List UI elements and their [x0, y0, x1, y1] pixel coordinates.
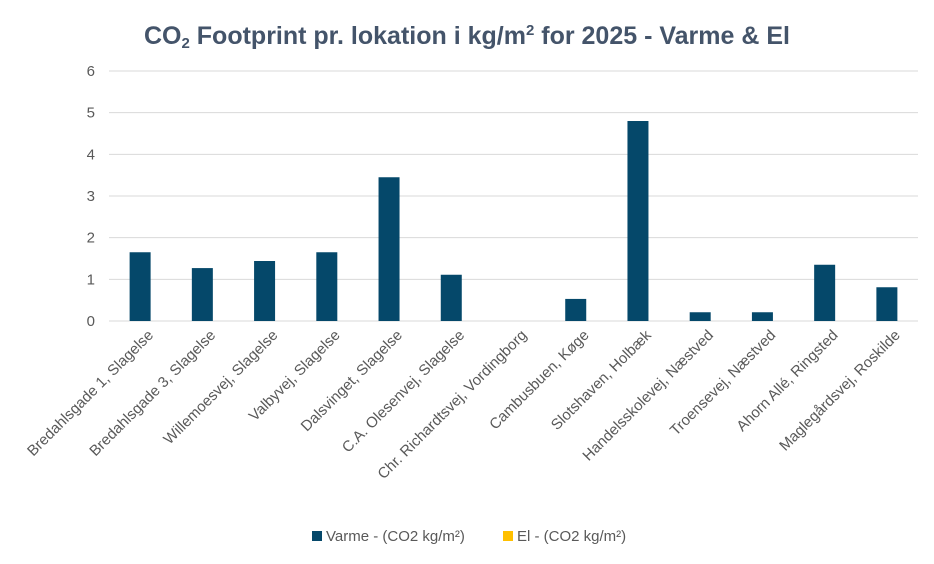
bar-varme [254, 261, 276, 321]
bar-varme [440, 274, 462, 321]
bar-varme [814, 264, 836, 321]
title-middle: Footprint pr. lokation i kg/m [189, 22, 526, 50]
y-axis-ticks: 0 1 2 3 4 5 6 [87, 63, 95, 330]
legend: Varme - (CO2 kg/m²) El - (CO2 kg/m²) [312, 528, 626, 545]
legend-label: El - (CO2 kg/m²) [517, 528, 626, 545]
y-tick-label: 3 [87, 188, 95, 205]
chart-title: CO2 Footprint pr. lokation i kg/m2 for 2… [0, 22, 934, 52]
bar-varme [627, 121, 649, 321]
y-tick-label: 4 [87, 146, 95, 163]
bar-varme [689, 312, 711, 321]
x-category-label: Ahorn Allé, Ringsted [733, 327, 841, 435]
gridlines [109, 70, 918, 322]
x-category-label: Handelsskolevej, Næstved [579, 327, 717, 465]
bar-varme [565, 298, 587, 321]
legend-swatch [503, 531, 513, 541]
bar-varme [129, 252, 151, 321]
y-tick-label: 2 [87, 230, 95, 247]
x-category-label: Bredahlsgade 1, Slagelse [24, 327, 157, 460]
y-tick-label: 5 [87, 105, 95, 122]
bar-varme [876, 287, 898, 321]
legend-swatch [312, 531, 322, 541]
y-tick-label: 1 [87, 271, 95, 288]
y-tick-label: 0 [87, 313, 95, 330]
bar-varme [378, 177, 400, 321]
bar-varme [191, 268, 213, 321]
title-suffix: for 2025 - Varme & El [534, 22, 790, 50]
x-category-label: Troensevej, Næstved [667, 327, 779, 439]
x-category-label: Willemoesvej, Slagelse [160, 327, 281, 448]
x-category-label: Bredahlsgade 3, Slagelse [86, 327, 219, 460]
y-tick-label: 6 [87, 63, 95, 80]
x-category-label: Dalsvinget, Slagelse [298, 327, 406, 435]
legend-label: Varme - (CO2 kg/m²) [326, 528, 465, 545]
title-superscript: 2 [525, 22, 535, 39]
x-category-label: Maglegårdsvej, Roskilde [776, 327, 904, 455]
bar-varme [316, 252, 338, 321]
title-subscript: 2 [181, 35, 190, 52]
title-prefix: CO [144, 22, 182, 50]
bar-varme [751, 312, 773, 321]
x-category-label: C.A. Olesenvej, Slagelse [339, 327, 468, 456]
bars [129, 121, 898, 321]
